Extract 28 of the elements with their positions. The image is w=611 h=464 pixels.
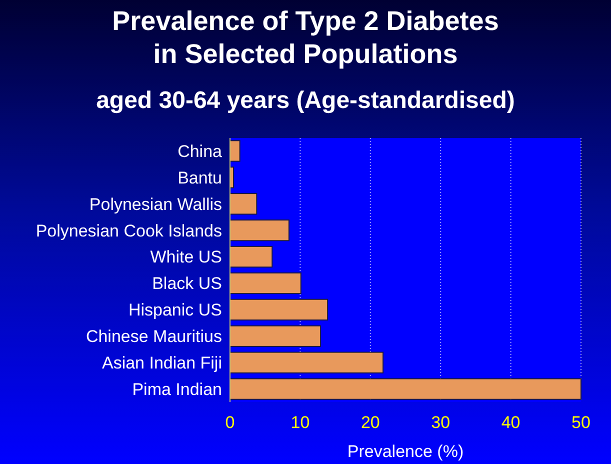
- bar: [230, 325, 322, 347]
- y-tick-label: Chinese Mauritius: [86, 327, 222, 346]
- bar: [230, 298, 328, 320]
- y-tick-label: Hispanic US: [128, 300, 222, 320]
- x-tick-label: 30: [431, 413, 450, 432]
- y-tick-label: White US: [150, 248, 222, 267]
- y-tick-label: Polynesian Cook Islands: [36, 221, 222, 240]
- chart-subtitle: aged 30-64 years (Age-standardised): [96, 87, 515, 114]
- y-tick-label: Polynesian Wallis: [89, 194, 222, 214]
- y-tick-label: Pima Indian: [132, 380, 222, 399]
- x-tick-label: 50: [572, 413, 590, 432]
- x-axis-title: Prevalence (%): [347, 442, 464, 461]
- bar: [230, 140, 240, 162]
- y-tick-label: Black US: [152, 274, 222, 294]
- y-tick-label: China: [178, 142, 223, 161]
- bar: [230, 193, 258, 215]
- bar: [230, 246, 273, 268]
- x-tick-label: 10: [290, 413, 310, 432]
- y-tick-label: Asian Indian Fiji: [102, 354, 222, 373]
- x-tick-label: 20: [360, 413, 380, 432]
- bar: [230, 378, 582, 400]
- bar: [230, 352, 384, 374]
- bar: [230, 272, 302, 294]
- y-tick-label: Bantu: [178, 168, 222, 188]
- x-tick-label: 0: [225, 413, 235, 432]
- bar: [230, 220, 290, 242]
- x-tick-label: 40: [501, 413, 520, 432]
- chart-title: Prevalence of Type 2 Diabetes in Selected Populations: [112, 6, 499, 69]
